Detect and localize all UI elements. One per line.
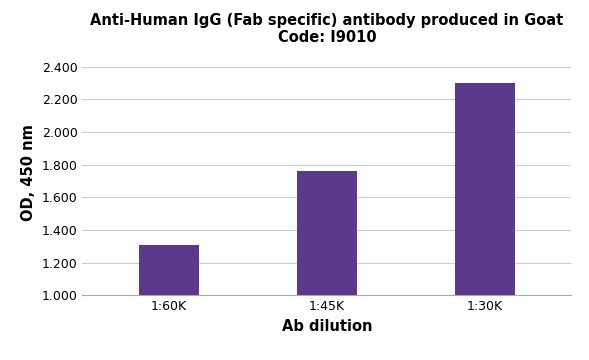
- Title: Anti-Human IgG (Fab specific) antibody produced in Goat
Code: I9010: Anti-Human IgG (Fab specific) antibody p…: [90, 13, 564, 45]
- X-axis label: Ab dilution: Ab dilution: [282, 319, 372, 334]
- Y-axis label: OD, 450 nm: OD, 450 nm: [21, 124, 36, 221]
- Bar: [139, 246, 199, 295]
- Bar: [455, 83, 515, 295]
- Bar: [297, 171, 357, 295]
